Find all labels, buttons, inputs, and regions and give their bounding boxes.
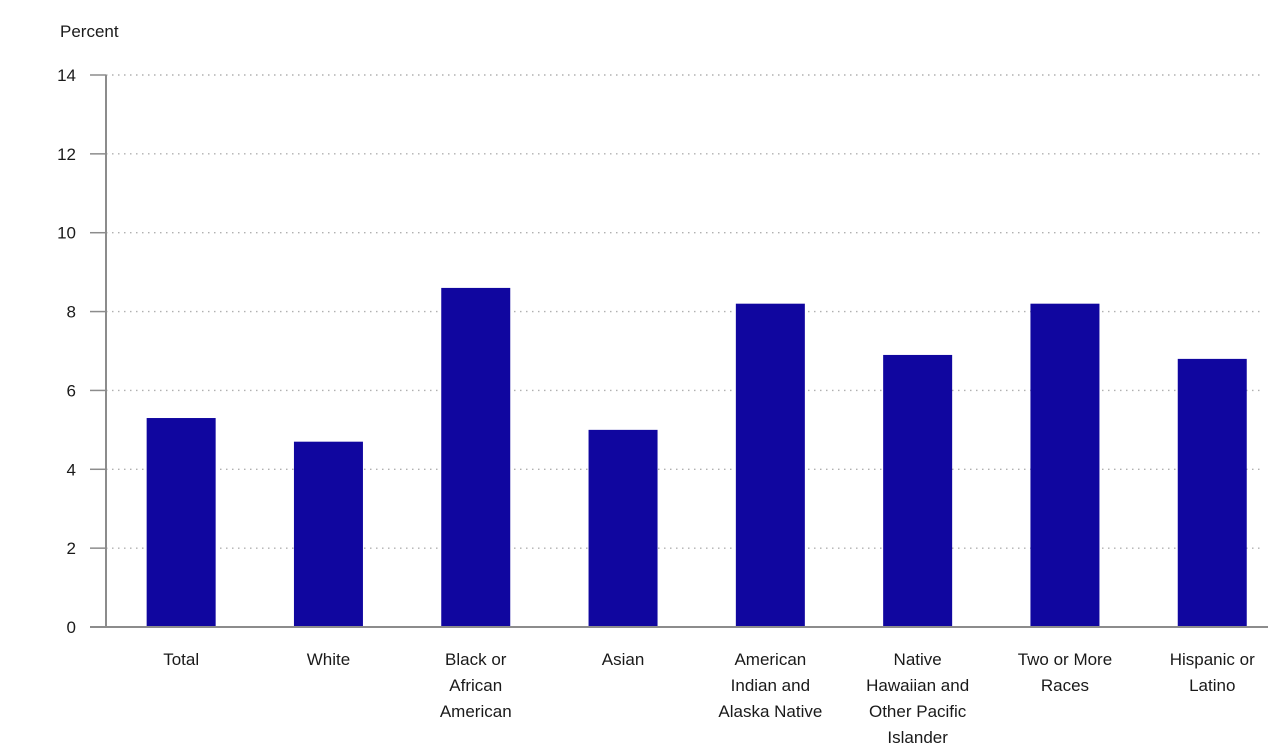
x-tick-label: Two or More Races bbox=[1018, 650, 1112, 695]
bar-total bbox=[146, 418, 216, 627]
x-tick-label: Native Hawaiian and Other Pacific Islander bbox=[866, 650, 969, 747]
y-tick-label: 4 bbox=[67, 460, 76, 479]
bars bbox=[146, 287, 1247, 627]
bar-american-indian-and-alaska-native bbox=[735, 303, 805, 627]
y-tick-label: 8 bbox=[67, 303, 76, 322]
y-tick-labels: 0 2 4 6 8 10 12 14 bbox=[57, 66, 76, 637]
y-tick-label: 12 bbox=[57, 145, 76, 164]
bar-asian bbox=[588, 429, 658, 627]
x-tick-label: American Indian and Alaska Native bbox=[718, 650, 822, 721]
y-tick-label: 14 bbox=[57, 66, 76, 85]
x-tick-label: Asian bbox=[602, 650, 645, 669]
x-tick-labels: Total White Black or African American Asian Am… bbox=[163, 650, 1255, 747]
axes bbox=[90, 74, 1268, 628]
bar-hispanic-or-latino bbox=[1177, 358, 1247, 627]
y-axis-label: Percent bbox=[60, 22, 119, 41]
x-tick-label: Hispanic or Latino bbox=[1170, 650, 1255, 695]
y-tick-label: 0 bbox=[67, 618, 76, 637]
bar-native-hawaiian-and-other-pacific-islander bbox=[883, 354, 953, 627]
y-tick-label: 10 bbox=[57, 224, 76, 243]
x-tick-label: Total bbox=[163, 650, 199, 669]
x-tick-label: White bbox=[307, 650, 350, 669]
bar-two-or-more-races bbox=[1030, 303, 1100, 627]
bar-white bbox=[293, 441, 363, 627]
bar-black-or-african-american bbox=[441, 287, 511, 627]
y-tick-label: 6 bbox=[67, 381, 76, 400]
y-tick-label: 2 bbox=[67, 539, 76, 558]
x-tick-label: Black or African American bbox=[440, 650, 512, 721]
